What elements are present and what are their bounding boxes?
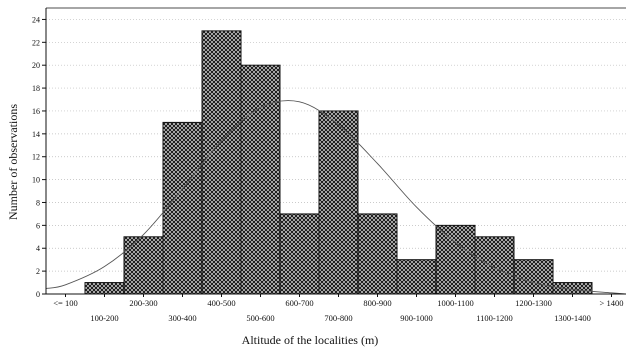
x-axis-label: Altitude of the localities (m) bbox=[242, 333, 379, 347]
histogram-bar bbox=[513, 259, 554, 295]
histogram-bar bbox=[240, 64, 281, 295]
y-tick-label: 6 bbox=[36, 221, 40, 230]
y-tick-label: 8 bbox=[36, 198, 40, 207]
x-tick-label: 300-400 bbox=[168, 313, 196, 323]
x-tick-label: 1100-1200 bbox=[476, 313, 513, 323]
x-tick-label: 100-200 bbox=[90, 313, 118, 323]
y-tick-label: 2 bbox=[36, 267, 40, 276]
histogram-bar bbox=[474, 236, 515, 295]
y-tick-label: 14 bbox=[32, 130, 40, 139]
y-tick-label: 20 bbox=[32, 61, 40, 70]
y-tick-label: 12 bbox=[32, 153, 40, 162]
histogram-bar bbox=[84, 282, 125, 295]
y-tick-label: 4 bbox=[36, 244, 40, 253]
fitted-curve-layer bbox=[45, 100, 626, 295]
x-tick-label: 800-900 bbox=[363, 298, 391, 308]
histogram-bar bbox=[435, 224, 476, 295]
x-tick-label: 500-600 bbox=[246, 313, 274, 323]
axes bbox=[45, 7, 626, 295]
y-tick-label: 18 bbox=[32, 84, 40, 93]
x-tick-label: 200-300 bbox=[129, 298, 157, 308]
x-tick-label: <= 100 bbox=[53, 298, 77, 308]
histogram-bar bbox=[396, 259, 437, 295]
x-tick-label: 1200-1300 bbox=[515, 298, 552, 308]
histogram-bar bbox=[162, 121, 203, 295]
x-tick-label: 1000-1100 bbox=[437, 298, 474, 308]
x-tick-label: > 1400 bbox=[600, 298, 624, 308]
y-tick-label: 22 bbox=[32, 38, 40, 47]
histogram-bar bbox=[552, 282, 593, 295]
x-ticks: <= 100 100-200 200-300 300-400 400-500 500-60… bbox=[53, 294, 623, 323]
x-tick-label: 700-800 bbox=[324, 313, 352, 323]
y-tick-label: 10 bbox=[32, 176, 40, 185]
histogram-bar bbox=[201, 30, 242, 295]
y-tick-label: 0 bbox=[36, 290, 40, 299]
histogram-bar bbox=[279, 213, 320, 295]
fitted-curve bbox=[45, 100, 626, 295]
y-tick-label: 16 bbox=[32, 107, 40, 116]
y-tick-label: 24 bbox=[32, 15, 40, 24]
histogram-bar bbox=[318, 110, 359, 295]
y-axis-label: Number of observations bbox=[6, 104, 20, 220]
histogram-bar bbox=[357, 213, 398, 295]
x-tick-label: 900-1000 bbox=[400, 313, 433, 323]
bars bbox=[84, 30, 593, 295]
x-tick-label: 600-700 bbox=[285, 298, 313, 308]
grid bbox=[46, 19, 626, 272]
x-tick-label: 400-500 bbox=[207, 298, 235, 308]
histogram-bar bbox=[123, 236, 164, 295]
x-tick-label: 1300-1400 bbox=[554, 313, 591, 323]
